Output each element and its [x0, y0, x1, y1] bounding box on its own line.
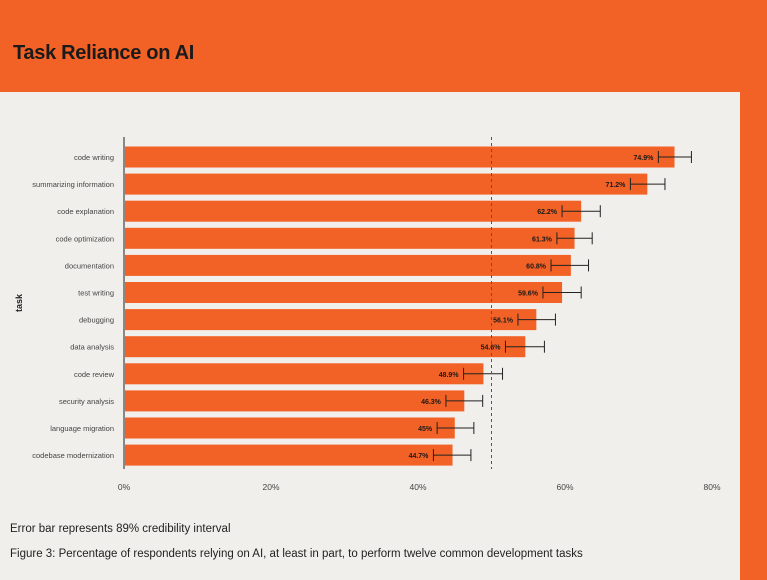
chart-bars	[125, 146, 675, 466]
value-label: 48.9%	[439, 372, 460, 379]
category-label: data analysis	[70, 343, 114, 352]
bar	[125, 444, 453, 466]
bar	[125, 417, 455, 439]
value-label: 44.7%	[409, 453, 430, 460]
x-tick-label: 60%	[556, 482, 573, 492]
bar	[125, 173, 648, 195]
chart-error-bars	[432, 137, 692, 469]
page-title: Task Reliance on AI	[13, 42, 195, 64]
value-label: 56.1%	[493, 318, 514, 325]
bar	[125, 146, 675, 168]
y-axis-title: task	[14, 293, 24, 312]
value-label: 62.2%	[537, 209, 558, 216]
x-tick-label: 20%	[262, 482, 279, 492]
value-label: 74.9%	[633, 155, 654, 162]
category-label: debugging	[79, 316, 114, 325]
category-label: test writing	[78, 289, 114, 298]
x-tick-label: 40%	[409, 482, 426, 492]
bar	[125, 309, 537, 331]
bar	[125, 282, 563, 303]
category-label: language migration	[50, 424, 114, 433]
figure-caption: Figure 3: Percentage of respondents rely…	[10, 548, 583, 560]
category-label: documentation	[65, 261, 114, 270]
value-label: 46.3%	[421, 399, 442, 406]
bar	[125, 254, 571, 276]
task-reliance-chart: task 0% 20% 40% 60% 80% code writing 74.9% summ…	[14, 137, 721, 492]
value-label: 54.6%	[481, 345, 502, 352]
bar	[125, 363, 484, 385]
bar	[125, 200, 582, 222]
bar	[125, 227, 575, 249]
category-label: code review	[74, 370, 115, 379]
value-label: 59.6%	[518, 291, 539, 298]
chart-axes: task 0% 20% 40% 60% 80%	[14, 137, 721, 492]
chart-panel: task 0% 20% 40% 60% 80% code writing 74.9% summ…	[0, 92, 740, 580]
bar	[125, 336, 526, 358]
x-tick-label: 80%	[703, 482, 720, 492]
category-label: code writing	[74, 153, 114, 162]
category-label: code explanation	[57, 207, 114, 216]
category-label: security analysis	[59, 397, 114, 406]
chart-labels: code writing 74.9% summarizing information…	[32, 153, 654, 460]
value-label: 45%	[418, 426, 433, 433]
value-label: 60.8%	[526, 263, 547, 270]
value-label: 61.3%	[532, 236, 553, 243]
category-label: code optimization	[56, 234, 114, 243]
value-label: 71.2%	[606, 182, 627, 189]
x-tick-label: 0%	[118, 482, 131, 492]
error-bar-note: Error bar represents 89% credibility int…	[10, 523, 231, 535]
bar	[125, 390, 465, 412]
category-label: codebase modernization	[32, 451, 114, 460]
category-label: summarizing information	[32, 180, 114, 189]
